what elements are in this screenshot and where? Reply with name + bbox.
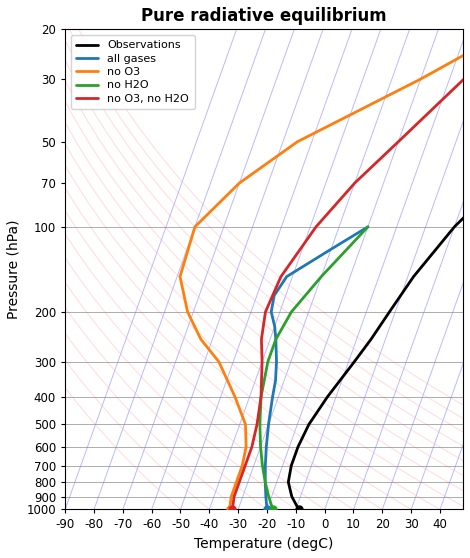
no O3, no H2O <box>258 393 264 400</box>
no O3 <box>243 444 249 450</box>
no O3 <box>177 273 183 280</box>
no H2O <box>259 463 265 469</box>
no O3, no H2O <box>395 138 401 145</box>
Observations <box>306 421 312 428</box>
no O3, no H2O <box>236 479 242 485</box>
all gases <box>264 506 270 513</box>
X-axis label: Temperature (degC): Temperature (degC) <box>195 537 334 551</box>
no H2O <box>258 444 263 450</box>
no O3 <box>228 493 234 500</box>
no O3 <box>236 180 242 186</box>
no O3 <box>295 138 300 145</box>
Title: Pure radiative equilibrium: Pure radiative equilibrium <box>141 7 387 25</box>
Y-axis label: Pressure (hPa): Pressure (hPa) <box>7 220 21 319</box>
Observations <box>289 463 294 469</box>
no O3 <box>418 76 423 83</box>
no H2O <box>319 273 324 280</box>
all gases <box>268 309 274 315</box>
no O3, no H2O <box>258 336 264 343</box>
no O3, no H2O <box>249 444 255 450</box>
all gases <box>264 444 269 450</box>
Observations <box>289 493 295 500</box>
no O3 <box>227 506 232 513</box>
Line: Observations: Observations <box>288 29 470 509</box>
all gases <box>273 336 279 343</box>
no O3, no H2O <box>263 309 268 315</box>
Observations <box>411 273 416 280</box>
no O3 <box>243 421 248 428</box>
Line: no O3: no O3 <box>180 29 470 509</box>
no O3 <box>216 358 222 365</box>
all gases <box>365 224 371 230</box>
Observations <box>296 506 302 513</box>
no O3, no H2O <box>278 273 284 280</box>
no O3, no H2O <box>313 224 319 230</box>
all gases <box>270 393 275 400</box>
no H2O <box>273 336 279 343</box>
no O3 <box>185 309 190 315</box>
no H2O <box>270 506 275 513</box>
no O3 <box>198 336 204 343</box>
no O3, no H2O <box>254 421 260 428</box>
no O3, no H2O <box>243 463 248 469</box>
Legend: Observations, all gases, no O3, no H2O, no O3, no H2O: Observations, all gases, no O3, no H2O, … <box>70 35 195 109</box>
Line: no O3, no H2O: no O3, no H2O <box>232 29 470 509</box>
Observations <box>324 393 330 400</box>
all gases <box>262 479 268 485</box>
Line: all gases: all gases <box>265 227 368 509</box>
no H2O <box>266 493 272 500</box>
all gases <box>272 323 277 330</box>
no O3, no H2O <box>231 493 237 500</box>
all gases <box>284 273 290 280</box>
no O3, no H2O <box>259 358 265 365</box>
no H2O <box>289 309 294 315</box>
no H2O <box>365 224 371 230</box>
all gases <box>263 463 268 469</box>
all gases <box>328 246 334 253</box>
all gases <box>271 292 277 299</box>
no O3 <box>192 224 198 230</box>
Observations <box>352 358 357 365</box>
all gases <box>273 377 278 384</box>
no O3 <box>239 463 245 469</box>
Observations <box>285 479 291 485</box>
Observations <box>295 444 301 450</box>
no H2O <box>258 393 264 400</box>
no H2O <box>257 421 263 428</box>
Observations <box>387 309 392 315</box>
no O3 <box>232 393 238 400</box>
no O3, no H2O <box>461 76 467 83</box>
Observations <box>368 336 374 343</box>
Line: no H2O: no H2O <box>260 227 368 509</box>
all gases <box>263 493 269 500</box>
all gases <box>266 421 271 428</box>
no H2O <box>265 358 271 365</box>
no O3, no H2O <box>229 506 235 513</box>
no O3 <box>234 479 239 485</box>
Observations <box>452 224 457 230</box>
no H2O <box>262 479 268 485</box>
no O3, no H2O <box>352 180 358 186</box>
all gases <box>274 358 279 365</box>
